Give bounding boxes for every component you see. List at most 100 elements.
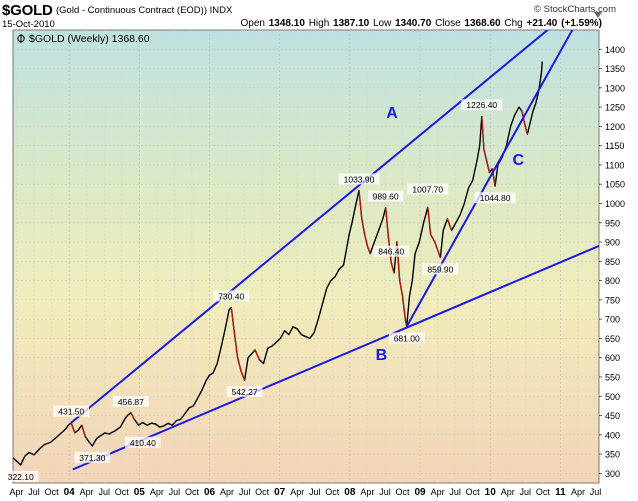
price-line [12,61,543,466]
price-down-segment [230,307,235,331]
x-tick-label: Jul [28,487,40,497]
x-tick-label: 04 [64,487,76,498]
trendline [405,30,574,327]
x-tick-label: 08 [344,487,356,498]
annotation-label: 730.40 [218,291,244,301]
y-tick-label: 300 [605,469,620,479]
y-tick-label: 700 [605,315,620,325]
y-tick-label: 1000 [605,199,625,209]
trendline [72,244,600,471]
annotation-bg [367,190,404,202]
x-tick-label: Jul [520,487,532,497]
x-tick-label: Jul [309,487,321,497]
close-value: 1368.60 [464,18,501,29]
y-tick-label: 1050 [605,180,625,190]
x-tick-label: Apr [501,487,515,497]
x-tick-label: Apr [360,487,374,497]
x-tick-label: Oct [325,487,340,497]
y-tick-label: 1250 [605,103,625,113]
chart-symbol: $GOLD [2,2,53,19]
annotation-label: 1044.80 [480,193,511,203]
annotation-label: 410.40 [130,438,156,448]
x-tick-label: Oct [45,487,60,497]
annotation-bg [226,385,263,397]
annotation-bg [113,395,149,407]
y-tick-label: 1100 [605,160,624,170]
x-tick-label: Jul [449,487,461,497]
price-down-segment [427,207,432,235]
annotation-bg [474,192,516,204]
annotation-bg [338,173,380,185]
x-tick-label: Jul [379,487,391,497]
y-tick-label: 750 [605,295,620,305]
close-label: Close [435,18,461,29]
annotation-bg [461,99,503,111]
chart-date: 15-Oct-2010 [2,19,55,30]
price-down-segment [240,370,246,381]
price-down-segment [481,116,485,150]
annotation-bg [213,290,250,302]
price-down-segment [486,160,491,173]
y-tick-label: 950 [605,218,620,228]
annotation-label: 681.00 [394,333,420,343]
wave-label: C [513,152,525,169]
x-tick-label: 09 [414,487,426,498]
site-credit: © StockCharts.com [534,4,616,15]
plot-background [12,29,600,484]
annotation-label: 371.30 [79,453,105,463]
annotation-label: 1033.90 [344,174,375,184]
price-down-segment [390,262,395,274]
annotation-label: 542.27 [232,387,258,397]
x-tick-label: Jul [590,487,602,497]
x-tick-label: Apr [571,487,585,497]
price-down-segment [437,249,441,258]
y-tick-label: 400 [605,430,620,440]
price-down-segment [524,126,528,135]
settings-icon[interactable] [594,12,602,18]
wave-label: B [376,347,388,364]
annotation-label: 431.50 [58,407,84,417]
x-tick-label: Jul [169,487,181,497]
wave-labels: A B C [376,105,525,364]
price-down-segment [446,218,453,231]
annotation-bg [124,436,161,448]
y-tick-label: 1350 [605,64,625,74]
annotation-bg [407,183,449,195]
price-down-segment [233,330,239,358]
low-value: 1340.70 [395,18,432,29]
high-value: 1387.10 [333,18,370,29]
x-tick-label: Jul [239,487,251,497]
x-tick-label: Oct [115,487,130,497]
x-axis: Apr Jul Oct 04 Apr Jul Oct 05 Apr Jul Oct 06 Apr Jul O… [10,487,602,498]
x-tick-label: Jul [98,487,110,497]
price-down-segment [401,295,406,320]
price-down-segment [364,234,368,247]
y-tick-label: 1200 [605,122,625,132]
x-tick-label: Oct [536,487,551,497]
annotation-label: 322.10 [8,472,34,482]
x-tick-label: 07 [274,487,286,498]
price-down-segment [237,357,242,372]
x-tick-label: Apr [290,487,304,497]
x-tick-label: Oct [255,487,270,497]
chart-title: $GOLD (Weekly) 1368.60 [29,33,150,45]
y-tick-label: 1300 [605,83,625,93]
y-tick-label: 1150 [605,141,624,151]
price-down-segment [81,425,86,437]
annotation-label: 846.40 [378,247,404,257]
y-tick-label: 850 [605,257,620,267]
annotation-label: 1226.40 [466,100,497,110]
price-series [12,61,543,466]
y-tick-label: 600 [605,353,620,363]
price-down-segment [130,412,135,420]
y-axis: 300 350 400 450 500 550 600 650 700 750 800 850 900 9… [599,45,625,479]
chart-instrument-name: (Gold - Continuous Contract (EOD)) INDX [56,5,233,16]
chg-label: Chg [504,18,523,29]
quote-summary: Open 1348.10 High 1387.10 Low 1340.70 Cl… [241,18,603,29]
x-tick-label: Apr [150,487,164,497]
open-value: 1348.10 [268,18,305,29]
trendline [70,30,550,424]
price-down-segment [483,149,488,162]
x-tick-label: Apr [10,487,24,497]
x-tick-label: Oct [466,487,481,497]
